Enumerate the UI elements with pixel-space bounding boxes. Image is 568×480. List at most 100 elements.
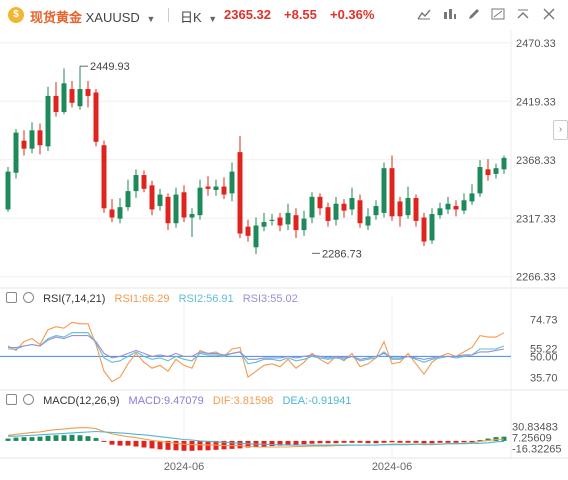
macd-bar bbox=[405, 440, 411, 443]
macd-bar bbox=[429, 440, 435, 444]
period-label: 日K bbox=[180, 10, 202, 25]
macd-bar bbox=[53, 435, 59, 441]
macd-bar bbox=[365, 440, 371, 444]
macd-bar bbox=[13, 437, 19, 441]
candle-body bbox=[469, 193, 475, 202]
candle-body bbox=[229, 171, 235, 194]
macd-bar bbox=[293, 440, 299, 445]
rsi-line-1 bbox=[7, 321, 505, 383]
macd-bar bbox=[77, 435, 83, 441]
candle-body bbox=[357, 200, 363, 224]
candle-body bbox=[349, 197, 355, 210]
candle-body bbox=[373, 206, 379, 216]
period-selector[interactable]: 日K ▼ bbox=[180, 7, 217, 26]
macd-bar bbox=[277, 440, 283, 446]
y-axis-labels: 2470.33 2419.33 2368.33 2317.33 2266.33 74.73… bbox=[512, 38, 562, 456]
candle-body bbox=[309, 196, 315, 218]
macd-bar bbox=[101, 440, 107, 442]
chevron-down-icon: ▼ bbox=[208, 14, 218, 24]
candle-body bbox=[381, 168, 387, 213]
candle-body bbox=[181, 192, 187, 218]
macd-bar bbox=[197, 440, 203, 451]
candle-body bbox=[453, 206, 459, 210]
candle-body bbox=[149, 185, 155, 210]
candle-body bbox=[101, 145, 107, 209]
macd-bar bbox=[85, 436, 91, 441]
candle-body bbox=[301, 218, 307, 231]
macd-bar bbox=[21, 437, 27, 441]
candle-body bbox=[213, 186, 219, 190]
macd-value: MACD:9.47079 bbox=[128, 395, 204, 407]
dif-value: DIF:3.81598 bbox=[212, 395, 274, 407]
macd-bar bbox=[69, 434, 75, 441]
macd-bar bbox=[93, 438, 99, 441]
fullscreen-icon[interactable] bbox=[541, 8, 557, 22]
candle-body bbox=[133, 175, 139, 192]
rsi2-value: RSI2:56.91 bbox=[178, 293, 234, 305]
macd-bar bbox=[301, 440, 307, 445]
macd-bar bbox=[189, 440, 195, 451]
bar-type-icon[interactable] bbox=[442, 8, 458, 22]
macd-bar bbox=[141, 440, 147, 448]
candle-body bbox=[77, 89, 83, 107]
macd-bar bbox=[309, 440, 315, 444]
gear-icon[interactable] bbox=[23, 292, 34, 303]
candle-body bbox=[61, 83, 67, 112]
macd-bar bbox=[381, 440, 387, 443]
candle-body bbox=[285, 212, 291, 225]
rsi1-value: RSI1:66.29 bbox=[114, 293, 170, 305]
price-tick-label: 2368.33 bbox=[516, 155, 556, 167]
macd-bar bbox=[165, 440, 171, 450]
macd-bar bbox=[269, 440, 275, 447]
candle-body bbox=[485, 169, 491, 176]
macd-bar bbox=[413, 440, 419, 443]
candlesticks bbox=[5, 66, 507, 255]
rsi-tick-label: 55.22 bbox=[530, 344, 558, 356]
macd-tick-label: -16.32265 bbox=[512, 444, 562, 456]
candle-body bbox=[261, 222, 267, 227]
candle-body bbox=[341, 203, 347, 211]
candle-body bbox=[69, 89, 75, 103]
expand-panel-button[interactable]: › bbox=[553, 120, 568, 140]
rsi-tick-label: 50.00 bbox=[530, 351, 558, 363]
macd-bar bbox=[5, 438, 11, 441]
candle-body bbox=[93, 92, 99, 142]
macd-bar bbox=[325, 440, 331, 444]
candle-body bbox=[421, 217, 427, 242]
candle-body bbox=[13, 132, 19, 173]
macd-bar bbox=[477, 439, 483, 441]
drawing-tools-icon[interactable] bbox=[490, 8, 506, 22]
rsi-name: RSI(7,14,21) bbox=[43, 293, 106, 305]
macd-bar bbox=[29, 437, 35, 441]
candle-body bbox=[445, 203, 451, 210]
candle-body bbox=[429, 214, 435, 241]
settings-icon[interactable] bbox=[515, 8, 531, 22]
candle-body bbox=[389, 168, 395, 217]
gear-icon[interactable] bbox=[23, 394, 34, 405]
candle-body bbox=[125, 191, 131, 208]
candle-body bbox=[253, 225, 259, 248]
draw-pen-icon[interactable] bbox=[466, 8, 482, 22]
eye-icon[interactable] bbox=[6, 292, 17, 303]
annotation-label: 2449.93 bbox=[90, 61, 130, 73]
symbol-selector[interactable]: 现货黄金 XAUUSD ▼ bbox=[30, 7, 155, 26]
macd-bar bbox=[437, 440, 443, 443]
macd-bar bbox=[37, 436, 43, 441]
price-tick-label: 2419.33 bbox=[516, 96, 556, 108]
candle-body bbox=[141, 175, 147, 189]
macd-bar bbox=[333, 440, 339, 444]
eye-icon[interactable] bbox=[6, 394, 17, 405]
macd-bar bbox=[445, 440, 451, 443]
rsi-tick-label: 35.70 bbox=[530, 373, 558, 385]
candle-body bbox=[221, 186, 227, 195]
macd-bar bbox=[485, 438, 491, 441]
macd-bar bbox=[149, 440, 155, 449]
candle-body bbox=[477, 167, 483, 194]
indicator-icon[interactable] bbox=[416, 8, 432, 22]
candle-body bbox=[21, 140, 27, 149]
candle-body bbox=[157, 194, 163, 207]
rsi-line-2 bbox=[8, 332, 505, 365]
candle-body bbox=[109, 209, 115, 218]
rsi-tick-label: 74.73 bbox=[530, 315, 558, 327]
